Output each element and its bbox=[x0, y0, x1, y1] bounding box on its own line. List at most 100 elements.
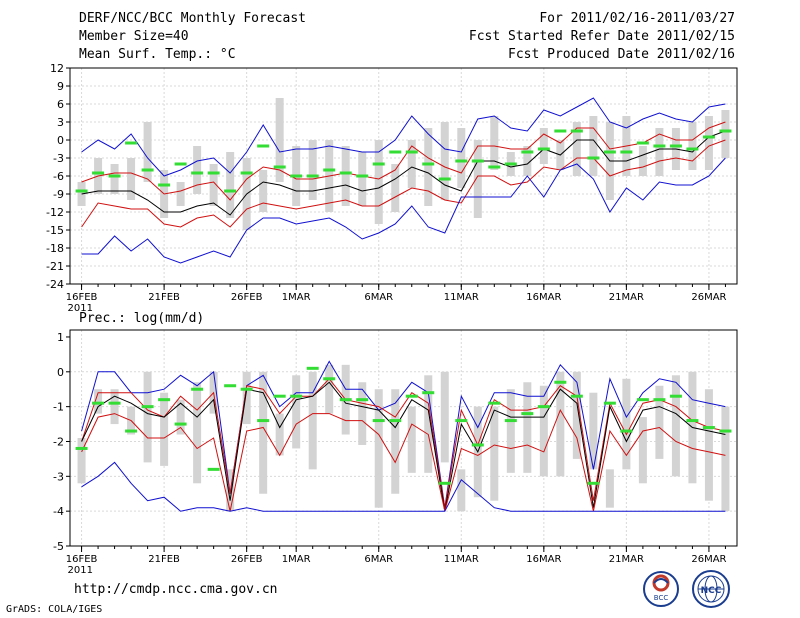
temp-range-box bbox=[572, 122, 581, 176]
prec-range-box bbox=[490, 406, 499, 501]
prec-y-tick-label: 1 bbox=[57, 331, 64, 344]
ncc-logo-text: NCC bbox=[701, 586, 722, 596]
prec-range-box bbox=[539, 385, 548, 477]
prec-x-tick-label: 21FEB bbox=[148, 554, 180, 565]
prec-range-box bbox=[292, 375, 301, 449]
prec-range-box bbox=[523, 382, 532, 473]
temp-range-box bbox=[407, 140, 416, 188]
prec-range-box bbox=[424, 375, 433, 473]
forecast-start-date: Fcst Started Refer Date 2011/02/15 bbox=[468, 29, 735, 44]
temp-x-tick-label: 21FEB bbox=[148, 292, 180, 303]
prec-range-box bbox=[638, 417, 647, 484]
temp-range-box bbox=[259, 170, 268, 212]
temp-range-box bbox=[440, 122, 449, 200]
prec-range-box bbox=[110, 389, 119, 425]
temperature-panel: -24 -21 -18 -15 -12 -9 -6 -3 0 3 6 9 12 16FEB 21FEB 26F… bbox=[46, 62, 738, 314]
temp-x-tick-label: 1MAR bbox=[282, 292, 311, 303]
temp-range-box bbox=[523, 146, 532, 176]
prec-range-box bbox=[556, 371, 565, 477]
temp-range-box bbox=[176, 182, 185, 206]
temp-x-tick-label: 16MAR bbox=[526, 292, 561, 303]
ncc-logo: NCC bbox=[692, 570, 730, 608]
temp-y-tick-label: 0 bbox=[57, 134, 64, 147]
prec-x-tick-label: 21MAR bbox=[609, 554, 644, 565]
prec-y-tick-label: -4 bbox=[53, 505, 64, 518]
temp-range-box bbox=[688, 122, 697, 170]
logos: BCC NCC bbox=[643, 570, 730, 608]
temp-range-box bbox=[490, 116, 499, 170]
prec-range-box bbox=[391, 389, 400, 494]
prec-x-tick-label: 26FEB bbox=[231, 554, 263, 565]
temp-series-ensemble-max bbox=[81, 97, 726, 177]
temp-range-box bbox=[209, 164, 218, 206]
precipitation-panel: -5 -4 -3 -2 -1 0 1 16FEB 21FEB 26FEB 1MAR 6MAR 11MAR… bbox=[53, 329, 738, 576]
temp-range-box bbox=[457, 128, 466, 188]
temp-range-box bbox=[77, 182, 86, 206]
prec-y-tick-label: -5 bbox=[53, 540, 64, 553]
prec-x-tick-label: 16FEB bbox=[66, 554, 98, 565]
prec-range-box bbox=[605, 469, 614, 508]
prec-frame bbox=[69, 329, 738, 547]
chart-title: DERF/NCC/BCC Monthly Forecast bbox=[79, 11, 306, 26]
prec-x-tick-label: 6MAR bbox=[364, 554, 393, 565]
prec-x-tick-label: 1MAR bbox=[282, 554, 311, 565]
temp-series-ensemble-min bbox=[81, 157, 726, 264]
prec-range-box bbox=[440, 371, 449, 463]
forecast-produced-date: Fcst Produced Date 2011/02/16 bbox=[508, 47, 735, 62]
temp-series-lower-bound bbox=[81, 139, 726, 228]
temp-y-tick-label: 6 bbox=[57, 98, 64, 111]
prec-series-ensemble-mean bbox=[81, 381, 726, 512]
temp-range-box bbox=[127, 158, 136, 200]
prec-range-box bbox=[655, 385, 664, 459]
prec-range-box bbox=[358, 382, 367, 445]
temp-y-tick-label: -3 bbox=[53, 152, 64, 165]
prec-range-box bbox=[589, 392, 598, 470]
temp-range-box bbox=[473, 140, 482, 218]
prec-range-box bbox=[160, 392, 169, 466]
temp-x-tick-label: 11MAR bbox=[444, 292, 479, 303]
prec-range-box bbox=[671, 375, 680, 477]
temp-y-tick-label: -9 bbox=[53, 188, 64, 201]
prec-range-box bbox=[374, 389, 383, 508]
forecast-period: For 2011/02/16-2011/03/27 bbox=[539, 11, 735, 26]
temp-series-upper-bound bbox=[81, 121, 726, 201]
temp-range-box bbox=[275, 98, 284, 182]
prec-range-box bbox=[721, 406, 730, 512]
temp-y-tick-label: 9 bbox=[57, 80, 64, 93]
temp-range-box bbox=[638, 146, 647, 176]
prec-series-upper-bound bbox=[81, 378, 726, 508]
prec-range-box bbox=[622, 378, 631, 470]
prec-range-box bbox=[308, 371, 317, 470]
prec-range-box bbox=[176, 399, 185, 435]
temp-range-box bbox=[424, 128, 433, 206]
temp-range-box bbox=[391, 164, 400, 212]
temp-range-box bbox=[308, 140, 317, 200]
temp-x-tick-label: 6MAR bbox=[364, 292, 393, 303]
prec-y-tick-label: -1 bbox=[53, 401, 64, 414]
temp-range-box bbox=[358, 152, 367, 206]
bcc-logo: BCC bbox=[643, 571, 679, 607]
temp-y-tick-label: -15 bbox=[46, 224, 64, 237]
prec-x-tick-label: 11MAR bbox=[444, 554, 479, 565]
prec-series-ensemble-max bbox=[81, 360, 726, 508]
temp-x-tick-label: 26FEB bbox=[231, 292, 263, 303]
prec-series-lower-bound bbox=[81, 408, 726, 512]
temp-series-ensemble-mean bbox=[81, 130, 726, 216]
temp-x-tick-label: 16FEB bbox=[66, 292, 98, 303]
prec-range-box bbox=[193, 382, 202, 484]
prec-panel-title: Prec.: log(mm/d) bbox=[79, 311, 205, 326]
prec-y-tick-label: 0 bbox=[57, 366, 64, 379]
temp-y-tick-label: 3 bbox=[57, 116, 64, 129]
temp-x-tick-label: 26MAR bbox=[691, 292, 726, 303]
temp-x-tick-label: 21MAR bbox=[609, 292, 644, 303]
prec-range-box bbox=[704, 389, 713, 501]
source-url[interactable]: http://cmdp.ncc.cma.gov.cn bbox=[74, 582, 278, 597]
temp-range-box bbox=[704, 116, 713, 170]
prec-series-ensemble-min bbox=[81, 461, 726, 512]
prec-range-box bbox=[457, 469, 466, 512]
temp-panel-title: Mean Surf. Temp.: °C bbox=[79, 47, 236, 62]
prec-range-box bbox=[143, 371, 152, 463]
prec-x-tick-label: 26MAR bbox=[691, 554, 726, 565]
member-size: Member Size=40 bbox=[79, 29, 189, 44]
temp-y-tick-label: -6 bbox=[53, 170, 64, 183]
